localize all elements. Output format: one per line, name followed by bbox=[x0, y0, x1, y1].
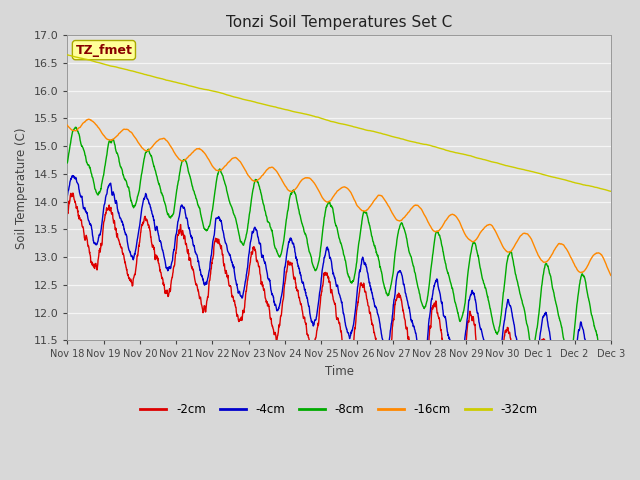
X-axis label: Time: Time bbox=[324, 365, 354, 378]
Title: Tonzi Soil Temperatures Set C: Tonzi Soil Temperatures Set C bbox=[226, 15, 452, 30]
Legend: -2cm, -4cm, -8cm, -16cm, -32cm: -2cm, -4cm, -8cm, -16cm, -32cm bbox=[136, 398, 543, 420]
Y-axis label: Soil Temperature (C): Soil Temperature (C) bbox=[15, 127, 28, 249]
Text: TZ_fmet: TZ_fmet bbox=[76, 44, 132, 57]
